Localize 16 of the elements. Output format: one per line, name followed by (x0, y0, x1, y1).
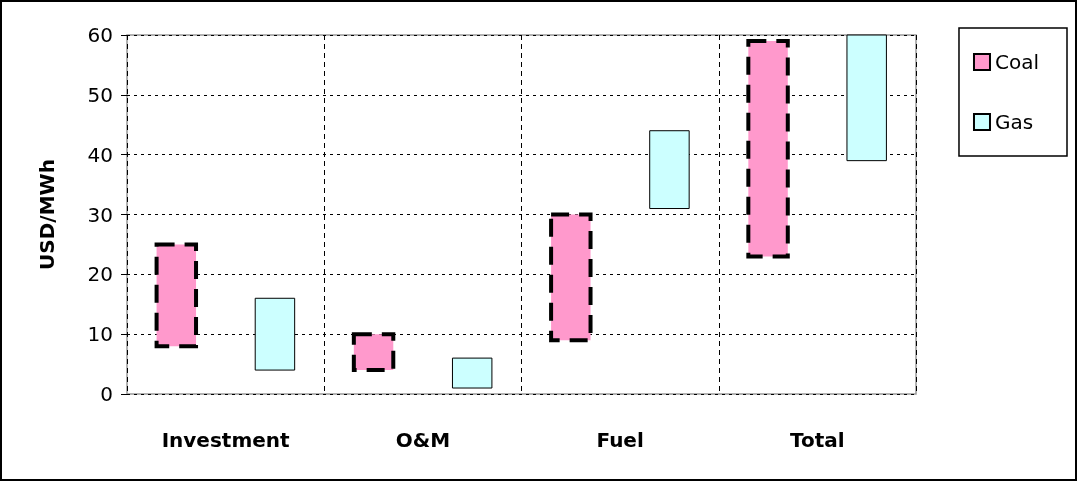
x-tick-label: O&M (395, 428, 451, 452)
x-tick-label: Investment (161, 428, 291, 452)
y-tick-label: 10 (87, 322, 113, 347)
bar (451, 357, 493, 389)
legend-label: Gas (994, 110, 1034, 134)
y-tick-label: 0 (100, 382, 113, 406)
y-tick-label: 30 (87, 202, 113, 227)
y-axis-title: USD/MWh (35, 159, 59, 270)
y-tick-label: 40 (87, 142, 113, 167)
bar (846, 34, 887, 162)
x-tick-label: Fuel (596, 428, 644, 452)
y-tick-label: 50 (87, 82, 113, 107)
y-tick-label: 60 (87, 23, 113, 47)
legend-label: Coal (994, 50, 1039, 74)
y-tick-label: 20 (87, 262, 113, 287)
x-tick-label: Total (790, 428, 845, 452)
